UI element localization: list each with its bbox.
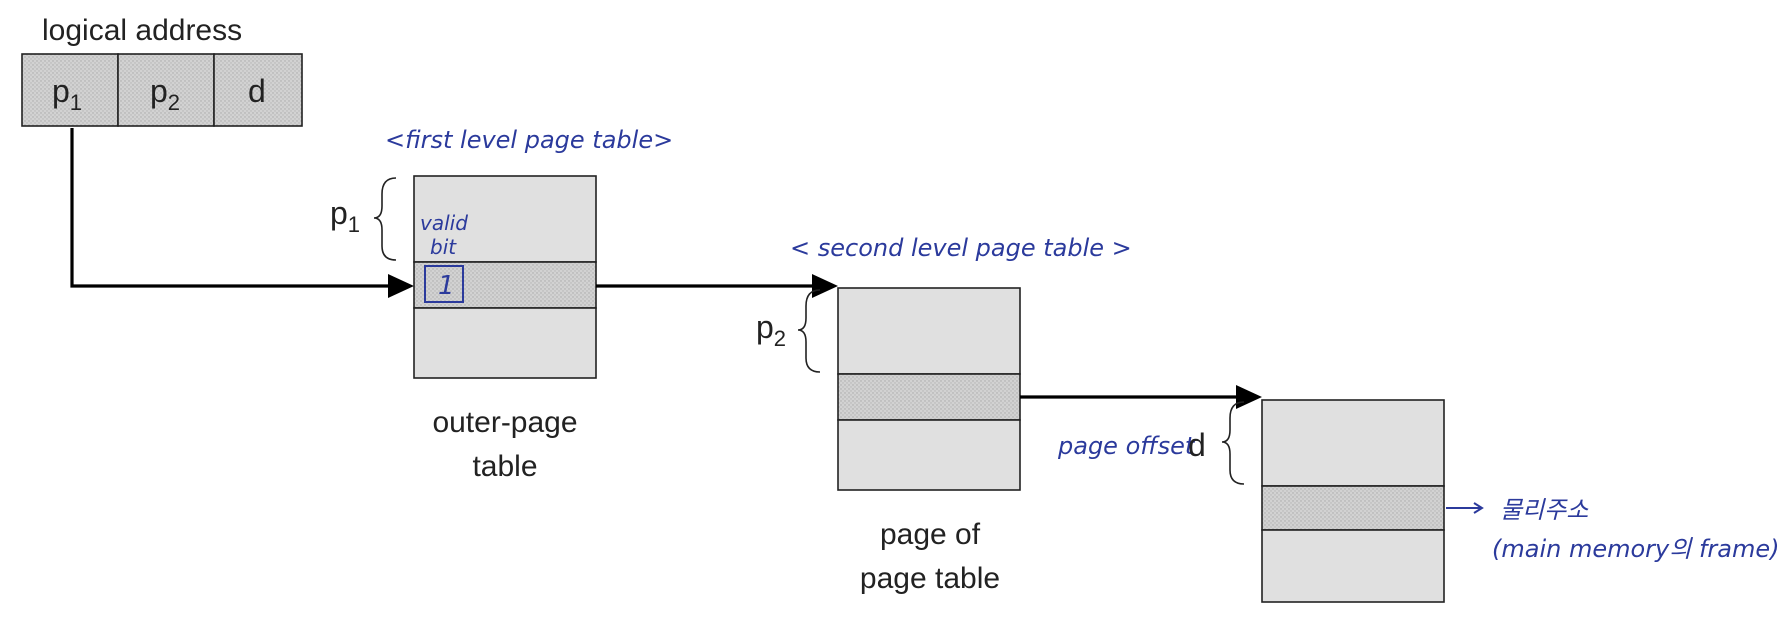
outer-caption-2: table <box>472 450 537 483</box>
outer-arrowhead <box>812 274 838 298</box>
address-field-p2 <box>117 53 215 127</box>
address-field-d-label: d <box>248 73 266 109</box>
valid-bit-label: valid <box>420 211 468 235</box>
address-field-p2-label: p2 <box>150 73 180 115</box>
inner-caption-1: page of <box>880 518 981 551</box>
address-field-p1-label: p1 <box>52 73 82 115</box>
page-of-page-table: < second level page table > p2 page of p… <box>756 234 1132 595</box>
physical-address-note: 물리주소 <box>1500 496 1589 524</box>
outer-table-bottom <box>413 307 597 379</box>
valid-bit-box <box>424 265 464 303</box>
inner-caption-2: page table <box>860 562 1000 595</box>
address-field-d <box>213 53 303 127</box>
outer-page-table: <first level page table> p1 valid bit 1 … <box>330 126 673 483</box>
inner-brace <box>797 289 821 373</box>
outer-table-selected-entry <box>413 261 597 309</box>
frame-bottom <box>1261 529 1445 603</box>
logical-address-title: logical address <box>42 14 242 47</box>
inner-table-top <box>837 287 1021 375</box>
valid-bit-label-2: bit <box>430 235 457 259</box>
inner-table-bottom <box>837 419 1021 491</box>
inner-brace-label: p2 <box>756 309 786 351</box>
p1-to-outer-arrow <box>70 128 400 288</box>
frame-brace <box>1221 401 1245 485</box>
outer-brace <box>373 177 397 261</box>
outer-brace-label: p1 <box>330 195 360 237</box>
first-level-annotation: <first level page table> <box>385 126 673 154</box>
outer-caption-1: outer-page <box>432 406 577 439</box>
page-offset-annotation: page offset <box>1057 432 1196 460</box>
inner-table-selected-entry <box>837 373 1021 421</box>
p1-arrowhead <box>388 274 414 298</box>
second-level-annotation: < second level page table > <box>790 234 1132 262</box>
frame-top <box>1261 399 1445 487</box>
outer-table-top <box>413 175 597 263</box>
physical-address-arrowhead <box>1473 502 1484 514</box>
frame-brace-label: d <box>1188 427 1206 463</box>
memory-frame: page offset d 물리주소 (main memory의 frame) <box>1057 399 1779 603</box>
valid-bit-value: 1 <box>438 271 455 301</box>
inner-arrowhead <box>1236 385 1262 409</box>
physical-address-note-2: (main memory의 frame) <box>1492 535 1779 563</box>
address-field-p1 <box>21 53 119 127</box>
frame-selected <box>1261 485 1445 531</box>
logical-address: logical address p1 p2 d <box>21 14 303 127</box>
